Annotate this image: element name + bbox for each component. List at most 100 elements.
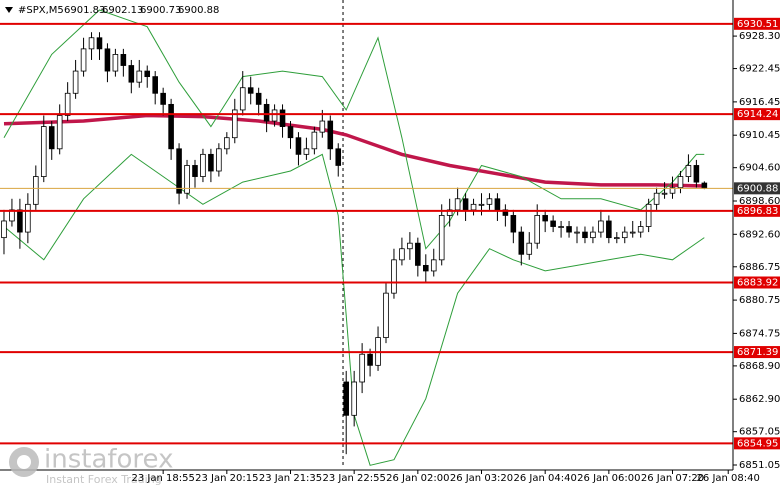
overlay-line xyxy=(3,113,705,188)
candle-body xyxy=(438,215,445,261)
candle-body xyxy=(335,148,342,166)
candle-body xyxy=(247,87,254,94)
candle-body xyxy=(72,70,79,94)
candle-body xyxy=(478,203,485,206)
candle-body xyxy=(494,198,501,211)
x-tick-label: 23 Jan 21:35 xyxy=(259,473,322,484)
candle-body xyxy=(152,76,158,94)
y-tick-label: 6928.30 xyxy=(739,31,780,42)
candle-body xyxy=(176,148,182,194)
y-tick-label: 6916.45 xyxy=(739,97,780,108)
candle-body xyxy=(104,48,111,72)
candle-body xyxy=(637,226,644,233)
candle-body xyxy=(701,182,708,189)
ohlc-high: 6902.13 xyxy=(102,5,143,16)
candle-body xyxy=(120,54,127,66)
candle-body xyxy=(550,220,556,227)
candle-body xyxy=(231,109,238,139)
candle-body xyxy=(327,120,334,150)
candle-body xyxy=(423,264,429,272)
candle-body xyxy=(470,203,477,211)
symbol: #SPX,M5 xyxy=(18,5,64,16)
candle-body xyxy=(685,165,692,177)
level-label: 6871.39 xyxy=(737,347,778,358)
candle-body xyxy=(367,353,373,366)
candle-body xyxy=(239,87,246,111)
candle-body xyxy=(88,37,95,50)
y-tick-label: 6851.05 xyxy=(739,460,780,471)
current-price-label: 6900.88 xyxy=(737,183,778,194)
candle-body xyxy=(96,37,103,50)
candle-body xyxy=(430,259,437,272)
candle-body xyxy=(582,231,588,239)
candle-body xyxy=(168,103,174,150)
candle-body xyxy=(526,242,533,255)
candle-body xyxy=(518,231,525,255)
candle-body xyxy=(192,165,198,177)
level-box xyxy=(734,17,780,30)
level-label: 6896.83 xyxy=(737,206,778,217)
candle-body xyxy=(510,215,517,233)
y-tick-label: 6892.60 xyxy=(739,229,780,240)
candle-body xyxy=(216,148,222,172)
candle-body xyxy=(1,220,7,239)
candle-body xyxy=(486,198,493,205)
candle-body xyxy=(33,176,39,205)
level-label: 6854.95 xyxy=(737,438,778,449)
y-tick-label: 6922.45 xyxy=(739,64,780,75)
level-box xyxy=(734,276,780,289)
candle-body xyxy=(40,126,47,177)
overlay-line xyxy=(3,9,705,250)
y-tick-label: 6886.75 xyxy=(739,262,780,273)
plot xyxy=(0,0,733,466)
candle-body xyxy=(534,215,541,244)
candle-body xyxy=(48,126,55,150)
candle-body xyxy=(287,126,294,139)
candle-body xyxy=(415,242,421,266)
x-tick-label: 26 Jan 04:40 xyxy=(514,473,577,484)
candle-body xyxy=(136,70,143,83)
candle-body xyxy=(399,248,405,261)
candle-body xyxy=(590,231,596,239)
candle-body xyxy=(80,48,87,72)
candle-body xyxy=(614,237,620,240)
ohlc-low: 6900.73 xyxy=(140,5,181,16)
y-tick-label: 6910.45 xyxy=(739,130,780,141)
candle-body xyxy=(279,109,286,127)
menu-icon[interactable] xyxy=(5,7,13,13)
candle-body xyxy=(208,153,214,172)
y-tick-label: 6874.75 xyxy=(739,328,780,339)
candle-body xyxy=(359,353,365,383)
candle-body xyxy=(542,215,548,222)
candle-body xyxy=(351,381,357,416)
candle-body xyxy=(574,231,580,234)
y-tick-label: 6862.90 xyxy=(739,394,780,405)
candle-body xyxy=(566,226,572,233)
candle-body xyxy=(128,65,135,83)
level-box xyxy=(734,346,780,359)
x-tick-label: 23 Jan 20:15 xyxy=(195,473,258,484)
level-box xyxy=(734,204,780,217)
candle-body xyxy=(295,137,302,155)
candle-body xyxy=(629,231,636,234)
watermark: instaforex Instant Forex Trading xyxy=(9,445,173,486)
ohlc-open: 6901.83 xyxy=(64,5,105,16)
candle-body xyxy=(224,137,230,150)
y-tick-label: 6857.05 xyxy=(739,427,780,438)
candle-body xyxy=(200,153,206,177)
level-box xyxy=(734,437,780,450)
candle-body xyxy=(263,103,270,122)
x-tick-label: 26 Jan 07:20 xyxy=(641,473,704,484)
candle-body xyxy=(319,120,326,133)
x-tick-label: 23 Jan 22:55 xyxy=(322,473,385,484)
candle-body xyxy=(17,209,23,233)
candle-body xyxy=(454,198,461,211)
x-tick-label: 26 Jan 03:20 xyxy=(450,473,513,484)
candle-body xyxy=(606,220,612,239)
watermark-brand: instaforex xyxy=(44,445,173,475)
candle-body xyxy=(25,203,31,233)
candle-body xyxy=(112,54,119,72)
level-label: 6914.24 xyxy=(737,109,778,120)
candle-body xyxy=(598,220,604,233)
